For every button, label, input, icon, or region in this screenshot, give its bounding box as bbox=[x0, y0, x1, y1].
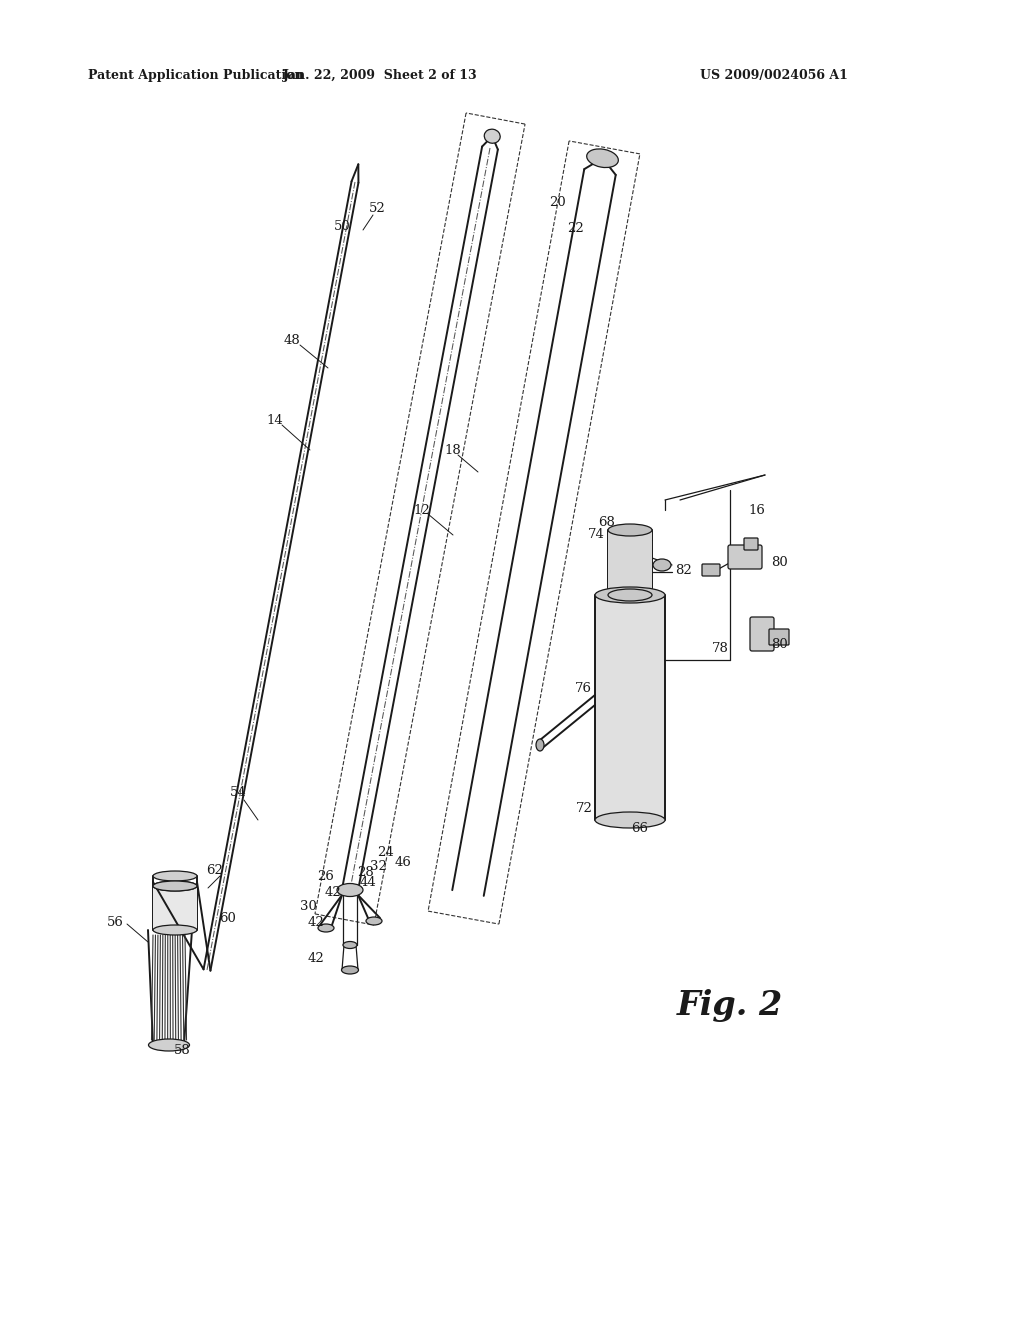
Text: 14: 14 bbox=[266, 413, 284, 426]
Text: 28: 28 bbox=[357, 866, 375, 879]
Text: 66: 66 bbox=[632, 821, 648, 834]
Ellipse shape bbox=[595, 812, 665, 828]
Ellipse shape bbox=[341, 966, 358, 974]
Text: Fig. 2: Fig. 2 bbox=[677, 989, 783, 1022]
Text: 56: 56 bbox=[106, 916, 124, 928]
Ellipse shape bbox=[653, 558, 671, 572]
Ellipse shape bbox=[536, 739, 544, 751]
Ellipse shape bbox=[366, 917, 382, 925]
Text: 44: 44 bbox=[359, 875, 377, 888]
Text: 74: 74 bbox=[588, 528, 604, 541]
Text: 58: 58 bbox=[174, 1044, 190, 1056]
Text: 46: 46 bbox=[394, 855, 412, 869]
Ellipse shape bbox=[318, 924, 334, 932]
Text: Jan. 22, 2009  Sheet 2 of 13: Jan. 22, 2009 Sheet 2 of 13 bbox=[283, 69, 477, 82]
Ellipse shape bbox=[148, 1039, 189, 1051]
Text: 20: 20 bbox=[550, 195, 566, 209]
Ellipse shape bbox=[587, 149, 618, 168]
Text: 52: 52 bbox=[369, 202, 385, 214]
Polygon shape bbox=[608, 531, 652, 595]
Text: US 2009/0024056 A1: US 2009/0024056 A1 bbox=[700, 69, 848, 82]
Text: 50: 50 bbox=[334, 220, 350, 234]
Text: 12: 12 bbox=[414, 503, 430, 516]
FancyBboxPatch shape bbox=[702, 564, 720, 576]
FancyBboxPatch shape bbox=[750, 616, 774, 651]
Text: 18: 18 bbox=[444, 444, 462, 457]
Text: 80: 80 bbox=[772, 639, 788, 652]
Text: 48: 48 bbox=[284, 334, 300, 346]
Ellipse shape bbox=[337, 883, 362, 896]
Text: 24: 24 bbox=[377, 846, 393, 858]
Polygon shape bbox=[595, 595, 665, 820]
Text: 82: 82 bbox=[675, 564, 691, 577]
Text: 32: 32 bbox=[370, 861, 386, 874]
Ellipse shape bbox=[153, 871, 197, 880]
Text: 62: 62 bbox=[207, 863, 223, 876]
FancyBboxPatch shape bbox=[744, 539, 758, 550]
Ellipse shape bbox=[484, 129, 500, 144]
Text: 78: 78 bbox=[712, 642, 728, 655]
Ellipse shape bbox=[608, 589, 652, 601]
Text: 68: 68 bbox=[599, 516, 615, 528]
Polygon shape bbox=[153, 886, 197, 931]
Text: 16: 16 bbox=[749, 503, 765, 516]
Text: 30: 30 bbox=[300, 900, 316, 913]
Ellipse shape bbox=[153, 925, 197, 935]
Ellipse shape bbox=[608, 524, 652, 536]
FancyBboxPatch shape bbox=[769, 630, 790, 645]
Text: Patent Application Publication: Patent Application Publication bbox=[88, 69, 303, 82]
Ellipse shape bbox=[153, 880, 197, 891]
Ellipse shape bbox=[595, 587, 665, 603]
Text: 60: 60 bbox=[219, 912, 237, 924]
Text: 42: 42 bbox=[307, 952, 325, 965]
Text: 80: 80 bbox=[772, 556, 788, 569]
Ellipse shape bbox=[153, 880, 197, 891]
Text: 76: 76 bbox=[574, 681, 592, 694]
Text: 42: 42 bbox=[325, 887, 341, 899]
Ellipse shape bbox=[343, 941, 357, 949]
Text: 54: 54 bbox=[229, 787, 247, 800]
Text: 42: 42 bbox=[307, 916, 325, 928]
FancyBboxPatch shape bbox=[728, 545, 762, 569]
Text: 72: 72 bbox=[575, 801, 593, 814]
Text: 22: 22 bbox=[566, 222, 584, 235]
Text: 26: 26 bbox=[317, 870, 335, 883]
